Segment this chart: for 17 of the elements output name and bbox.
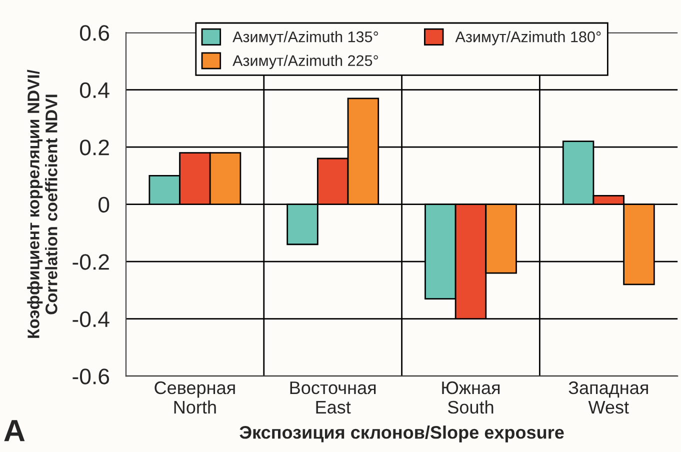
legend-label: Азимут/Azimuth 180° [455,31,601,46]
x-axis-title: Экспозиция склонов/Slope exposure [240,426,564,442]
y-tick-label: -0.4 [72,311,110,328]
y-tick-label: 0.4 [80,82,110,98]
x-tick-label: Северная North [154,381,235,414]
x-tick-label: Южная South [442,381,500,414]
y-tick-label: 0.2 [80,140,109,156]
y-tick-label: 0.6 [80,25,110,41]
y-tick-label: -0.6 [72,368,110,384]
y-tick-label: -0.2 [72,254,109,270]
y-axis-title: Коэффициент корреляции NDVI/ Correlation coefficient NDVI [27,70,58,338]
x-tick-label: Западная West [568,381,648,414]
legend-label: Азимут/Azimuth 135° [232,31,378,46]
y-tick-label: 0 [98,196,110,213]
legend-label: Азимут/Azimuth 225° [232,54,378,70]
x-tick-label: Восточная East [290,382,376,414]
text: A [4,420,25,442]
